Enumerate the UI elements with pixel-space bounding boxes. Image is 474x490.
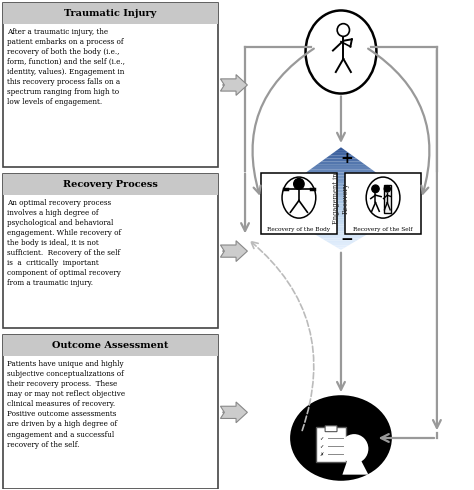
Polygon shape [302,172,380,175]
Text: −: − [340,232,353,246]
Polygon shape [325,241,356,243]
Text: Recovery of the Body: Recovery of the Body [267,227,330,232]
Polygon shape [337,147,345,150]
Polygon shape [306,229,376,231]
Circle shape [372,185,379,193]
Polygon shape [290,181,392,184]
Polygon shape [310,231,372,234]
Ellipse shape [292,396,391,480]
FancyBboxPatch shape [3,174,218,328]
FancyBboxPatch shape [3,335,218,356]
Polygon shape [220,241,247,262]
Polygon shape [314,234,368,236]
Polygon shape [294,222,388,224]
Polygon shape [275,210,407,213]
Polygon shape [329,153,353,156]
Polygon shape [310,167,372,170]
Polygon shape [298,175,384,178]
Polygon shape [294,178,388,181]
Polygon shape [329,243,353,245]
Text: ✓: ✓ [319,443,324,448]
Polygon shape [267,198,415,201]
Text: Outcome Assessment: Outcome Assessment [53,341,169,350]
Polygon shape [314,164,368,167]
FancyBboxPatch shape [261,173,337,234]
Polygon shape [286,184,396,187]
Polygon shape [333,150,349,153]
Circle shape [294,178,304,189]
Polygon shape [321,238,360,241]
Text: Recovery Process: Recovery Process [63,180,158,189]
Circle shape [384,186,391,192]
Polygon shape [337,247,345,250]
Ellipse shape [282,177,316,218]
FancyArrowPatch shape [251,242,314,431]
FancyBboxPatch shape [317,427,346,463]
Polygon shape [298,224,384,227]
Polygon shape [318,236,365,238]
Text: Engagement in
Recovery: Engagement in Recovery [332,173,349,224]
Polygon shape [263,201,419,203]
Polygon shape [271,195,411,198]
Polygon shape [267,206,415,208]
Polygon shape [290,220,392,222]
Ellipse shape [306,10,376,94]
Polygon shape [271,208,411,210]
Polygon shape [275,192,407,195]
Polygon shape [263,203,419,206]
FancyBboxPatch shape [3,3,218,24]
Polygon shape [220,74,247,96]
Polygon shape [342,461,368,475]
Polygon shape [283,187,400,190]
Polygon shape [333,245,349,247]
Polygon shape [306,170,376,172]
FancyArrowPatch shape [223,409,239,416]
Text: After a traumatic injury, the
patient embarks on a process of
recovery of both t: After a traumatic injury, the patient em… [7,27,125,106]
Text: Traumatic Injury: Traumatic Injury [64,9,157,18]
FancyArrowPatch shape [253,49,314,194]
Polygon shape [220,402,247,423]
Text: Recovery of the Self: Recovery of the Self [353,227,413,232]
Text: +: + [340,150,353,166]
Text: An optimal recovery process
involves a high degree of
psychological and behavior: An optimal recovery process involves a h… [7,198,121,287]
Polygon shape [286,218,396,220]
Text: Patients have unique and highly
subjective conceptualizations of
their recovery : Patients have unique and highly subjecti… [7,360,125,449]
FancyBboxPatch shape [383,185,391,213]
FancyBboxPatch shape [3,174,218,195]
Text: ✓: ✓ [319,435,324,440]
FancyBboxPatch shape [325,426,337,432]
Polygon shape [302,227,380,229]
Polygon shape [321,159,360,161]
Polygon shape [279,190,403,192]
Circle shape [340,434,368,464]
Ellipse shape [366,177,400,218]
FancyBboxPatch shape [3,335,218,490]
Polygon shape [283,215,400,218]
FancyArrowPatch shape [368,49,429,194]
FancyBboxPatch shape [345,173,421,234]
Polygon shape [318,161,365,164]
Polygon shape [279,213,403,215]
FancyArrowPatch shape [223,247,239,255]
FancyArrowPatch shape [223,81,239,89]
Polygon shape [325,156,356,159]
Text: ✗: ✗ [319,452,324,457]
FancyBboxPatch shape [3,3,218,167]
Circle shape [337,24,349,36]
